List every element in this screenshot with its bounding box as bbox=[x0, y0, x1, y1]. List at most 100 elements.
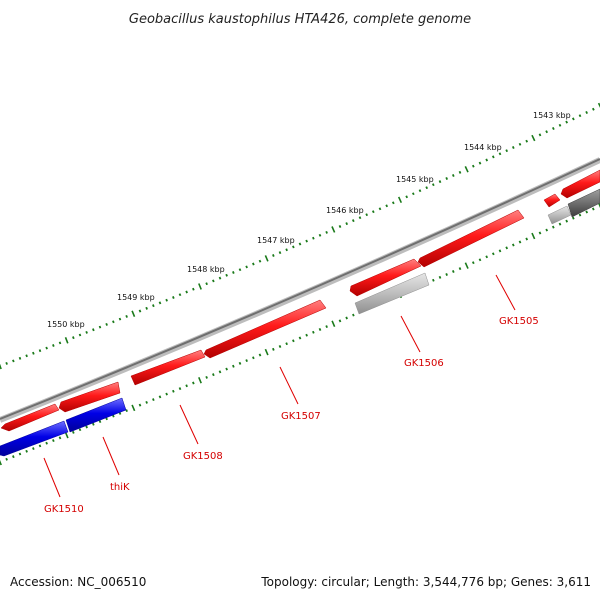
inner-tick bbox=[505, 246, 509, 250]
inner-tick bbox=[64, 431, 69, 439]
inner-tick bbox=[432, 278, 435, 282]
outer-tick bbox=[358, 216, 362, 220]
inner-tick bbox=[464, 262, 469, 269]
inner-tick bbox=[165, 392, 168, 396]
inner-tick bbox=[145, 400, 148, 404]
gene-arrow-pseudo-light[interactable] bbox=[547, 205, 572, 225]
kbp-label-1548: 1548 kbp bbox=[187, 265, 225, 274]
outer-tick bbox=[485, 158, 489, 162]
inner-tick bbox=[105, 417, 108, 421]
gene-arrow-gk1510[interactable] bbox=[0, 420, 69, 457]
inner-tick-ring bbox=[0, 202, 600, 466]
kbp-label-1543: 1543 kbp bbox=[533, 111, 571, 120]
gene-arrow-gk1510-neighbor[interactable] bbox=[0, 403, 60, 432]
outer-tick bbox=[112, 320, 115, 324]
callout-gk1508 bbox=[179, 404, 199, 445]
inner-tick bbox=[225, 367, 228, 371]
inner-tick bbox=[438, 275, 442, 279]
outer-tick bbox=[438, 180, 442, 184]
gene-label-gk1507[interactable]: GK1507 bbox=[281, 411, 321, 422]
gene-arrow-edge[interactable] bbox=[560, 169, 600, 199]
outer-tick bbox=[12, 359, 15, 363]
inner-tick bbox=[491, 252, 495, 256]
gene-arrow-thik-neighbor[interactable] bbox=[58, 381, 121, 413]
accession-text: Accession: NC_006510 bbox=[10, 575, 146, 589]
inner-tick bbox=[238, 361, 242, 365]
outer-tick bbox=[78, 333, 82, 337]
outer-tick bbox=[5, 361, 8, 365]
inner-tick bbox=[298, 336, 302, 340]
inner-tick bbox=[98, 420, 102, 424]
outer-tick bbox=[165, 298, 168, 302]
inner-tick bbox=[72, 430, 75, 434]
inner-tick bbox=[538, 231, 542, 235]
inner-tick bbox=[252, 356, 255, 360]
inner-tick bbox=[352, 313, 355, 317]
outer-tick bbox=[431, 183, 435, 187]
inner-tick bbox=[112, 414, 115, 418]
outer-tick bbox=[397, 196, 403, 204]
inner-tick bbox=[58, 436, 62, 440]
inner-tick bbox=[451, 270, 455, 273]
inner-tick bbox=[285, 342, 288, 346]
gene-arrow-gk1507[interactable] bbox=[203, 299, 327, 359]
genome-summary-text: Topology: circular; Length: 3,544,776 bp… bbox=[260, 575, 591, 589]
kbp-label-1547: 1547 kbp bbox=[257, 236, 295, 245]
outer-tick bbox=[592, 107, 595, 111]
gene-label-gk1505[interactable]: GK1505 bbox=[499, 316, 539, 327]
gene-arrow-gk1506[interactable] bbox=[354, 272, 430, 315]
gene-arrow-gk1508[interactable] bbox=[130, 349, 206, 386]
outer-tick bbox=[252, 262, 255, 266]
gene-arrow-pseudo-dark[interactable] bbox=[567, 188, 600, 218]
outer-tick bbox=[411, 192, 415, 196]
inner-tick bbox=[185, 384, 188, 388]
outer-tick bbox=[264, 255, 269, 262]
kbp-label-1546: 1546 kbp bbox=[326, 206, 364, 215]
outer-tick bbox=[578, 114, 582, 118]
outer-tick bbox=[525, 139, 529, 143]
inner-tick bbox=[325, 325, 328, 329]
outer-tick bbox=[272, 254, 275, 257]
inner-tick bbox=[45, 441, 48, 445]
outer-tick bbox=[371, 210, 375, 214]
outer-tick bbox=[238, 268, 242, 272]
outer-tick bbox=[538, 133, 542, 137]
outer-tick bbox=[464, 166, 469, 173]
outer-tick bbox=[158, 301, 162, 305]
outer-tick bbox=[551, 126, 555, 131]
inner-tick bbox=[565, 219, 569, 223]
inner-tick bbox=[264, 348, 269, 356]
outer-tick bbox=[152, 304, 155, 308]
outer-tick bbox=[92, 328, 95, 332]
gene-label-gk1510[interactable]: GK1510 bbox=[44, 504, 84, 515]
inner-tick bbox=[172, 389, 175, 393]
gene-label-gk1506[interactable]: GK1506 bbox=[404, 358, 444, 369]
outer-tick bbox=[385, 204, 389, 208]
gene-arrow-thik[interactable] bbox=[65, 397, 127, 433]
gene-arrow-small[interactable] bbox=[543, 193, 561, 208]
outer-tick bbox=[131, 310, 136, 318]
gene-labels: GK1505 GK1506 GK1507 GK1508 thiK GK1510 bbox=[44, 316, 539, 515]
inner-tick bbox=[192, 381, 195, 385]
outer-tick bbox=[458, 170, 462, 174]
gene-label-gk1508[interactable]: GK1508 bbox=[183, 451, 223, 462]
outer-tick bbox=[491, 155, 495, 159]
outer-tick bbox=[72, 336, 75, 340]
inner-tick bbox=[591, 207, 595, 211]
outer-tick bbox=[212, 279, 215, 283]
outer-tick bbox=[45, 346, 48, 350]
outer-tick bbox=[32, 351, 35, 355]
gene-arrow-gk1505[interactable] bbox=[417, 209, 525, 268]
inner-tick bbox=[178, 387, 182, 391]
gene-label-thik[interactable]: thiK bbox=[110, 482, 130, 493]
outer-tick bbox=[258, 259, 262, 263]
callout-gk1506 bbox=[400, 315, 421, 353]
inner-tick bbox=[32, 447, 35, 451]
outer-tick bbox=[232, 271, 235, 274]
inner-tick bbox=[331, 320, 336, 328]
outer-tick bbox=[505, 149, 509, 153]
outer-tick bbox=[478, 161, 482, 165]
gene-arrow-gk1506-top[interactable] bbox=[349, 258, 422, 297]
outer-tick bbox=[445, 177, 449, 180]
kbp-label-1545: 1545 kbp bbox=[396, 175, 434, 184]
